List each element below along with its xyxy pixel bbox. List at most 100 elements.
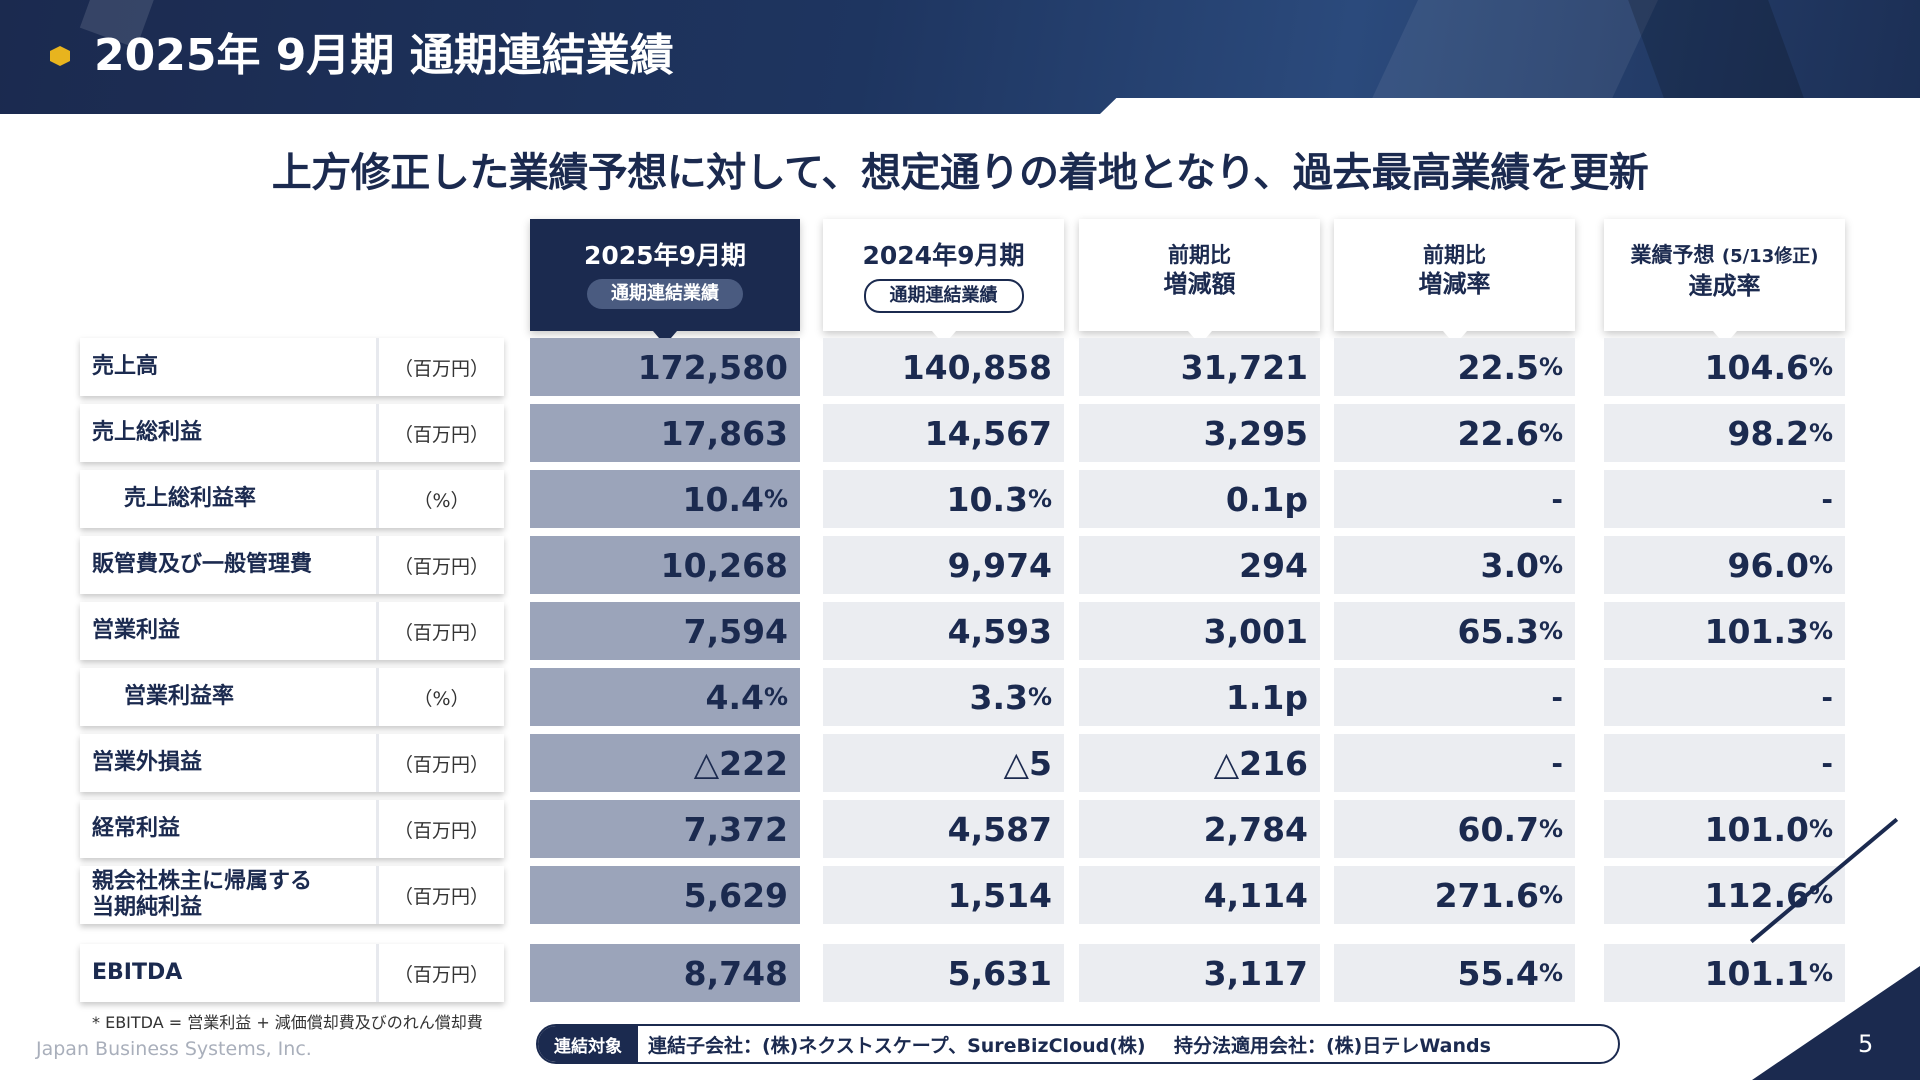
cell-yoy-amount: 0.1p: [1079, 470, 1320, 528]
percent-sign: %: [1808, 617, 1833, 645]
percent-sign: %: [1538, 353, 1563, 381]
cell-fy2024: 10.3%: [823, 470, 1064, 528]
cell-value: 60.7: [1457, 809, 1539, 849]
percent-sign: %: [1538, 959, 1563, 987]
cell-value: 3,117: [1203, 953, 1308, 993]
percent-sign: %: [1538, 419, 1563, 447]
cell-value: 96.0: [1727, 545, 1809, 585]
column-header-fy2024: 2024年9月期 通期連結業績: [823, 219, 1064, 345]
cell-yoy-amount: 1.1p: [1079, 668, 1320, 726]
row-unit: （百万円）: [393, 885, 489, 908]
cell-forecast-achievement: -: [1604, 668, 1845, 726]
column-header-label: 前期比: [1423, 243, 1486, 267]
cell-yoy-rate: 271.6%: [1334, 866, 1575, 924]
row-label-divider: [376, 944, 379, 1002]
row-label-divider: [376, 734, 379, 792]
cell-value: 4,587: [947, 809, 1052, 849]
percent-sign: %: [1538, 551, 1563, 579]
percent-sign: %: [1808, 353, 1833, 381]
column-header-label: 2024年9月期: [862, 241, 1025, 270]
cell-value: 101.1: [1704, 953, 1809, 993]
cell-value: 8,748: [683, 953, 788, 993]
cell-fy2025: 10.4%: [530, 470, 800, 528]
cell-fy2025: 7,372: [530, 800, 800, 858]
cell-yoy-amount: 4,114: [1079, 866, 1320, 924]
cell-fy2024: 4,593: [823, 602, 1064, 660]
percent-sign: %: [1027, 683, 1052, 711]
consolidated-subsidiaries: 連結子会社：(株)ネクストスケープ、SureBizCloud(株): [648, 1034, 1146, 1057]
cell-yoy-rate: 55.4%: [1334, 944, 1575, 1002]
row-unit: （百万円）: [393, 555, 489, 578]
cell-yoy-amount: 294: [1079, 536, 1320, 594]
row-unit: （百万円）: [393, 423, 489, 446]
row-label: 売上総利益率 （%）: [80, 470, 504, 528]
row-label: 経常利益 （百万円）: [80, 800, 504, 858]
row-label-divider: [376, 338, 379, 396]
cell-value: 14,567: [924, 413, 1052, 453]
cell-fy2025: 5,629: [530, 866, 800, 924]
cell-forecast-achievement: -: [1604, 734, 1845, 792]
cell-value: 3.0: [1480, 545, 1539, 585]
cell-value: 1.1p: [1225, 677, 1308, 717]
cell-yoy-amount: 3,295: [1079, 404, 1320, 462]
row-label-text: 親会社株主に帰属する当期純利益: [92, 869, 313, 920]
row-label-text: 営業外損益: [92, 750, 203, 775]
cell-value: 10.3: [946, 479, 1028, 519]
cell-value: 140,858: [901, 347, 1052, 387]
row-label: EBITDA （百万円）: [80, 944, 504, 1002]
row-unit: （百万円）: [393, 357, 489, 380]
cell-fy2024: △5: [823, 734, 1064, 792]
cell-fy2025: 4.4%: [530, 668, 800, 726]
column-header-note: (5/13修正): [1721, 246, 1819, 267]
headline: 上方修正した業績予想に対して、想定通りの着地となり、過去最高業績を更新: [271, 150, 1649, 196]
column-header-label: 業績予想: [1630, 243, 1722, 267]
cell-fy2024: 140,858: [823, 338, 1064, 396]
cell-value: 7,372: [683, 809, 788, 849]
row-label: 売上高 （百万円）: [80, 338, 504, 396]
row-label: 営業利益 （百万円）: [80, 602, 504, 660]
cell-value: 294: [1239, 545, 1308, 585]
cell-fy2025: 172,580: [530, 338, 800, 396]
cell-yoy-amount: 31,721: [1079, 338, 1320, 396]
percent-sign: %: [1808, 959, 1833, 987]
cell-value: 4.4: [705, 677, 764, 717]
percent-sign: %: [1808, 419, 1833, 447]
cell-value: △5: [1003, 743, 1052, 783]
banner-dots: · · · ·..............: [1200, 96, 1365, 110]
cell-value: 0.1p: [1225, 479, 1308, 519]
row-label-divider: [376, 800, 379, 858]
row-label-text: 営業利益率: [124, 684, 235, 709]
row-label-text: 売上高: [92, 354, 159, 379]
column-header-label: 増減率: [1418, 270, 1491, 298]
row-label: 売上総利益 （百万円）: [80, 404, 504, 462]
row-label-text: 売上総利益率: [124, 486, 257, 511]
column-header-label: 業績予想 (5/13修正): [1604, 241, 1845, 271]
percent-sign: %: [1027, 485, 1052, 513]
column-header-forecast-achievement: 業績予想 (5/13修正) 達成率: [1604, 219, 1845, 345]
row-label: 営業外損益 （百万円）: [80, 734, 504, 792]
row-label: 販管費及び一般管理費 （百万円）: [80, 536, 504, 594]
cell-value: 271.6: [1434, 875, 1539, 915]
row-label-divider: [376, 866, 379, 924]
row-label: 親会社株主に帰属する当期純利益 （百万円）: [80, 866, 504, 924]
cell-value: 98.2: [1727, 413, 1809, 453]
column-header-label: 増減額: [1163, 270, 1236, 298]
company-name: Japan Business Systems, Inc.: [36, 1038, 312, 1060]
cell-value: 1,514: [947, 875, 1052, 915]
cell-value: 101.3: [1704, 611, 1809, 651]
cell-value: 5,631: [947, 953, 1052, 993]
cell-yoy-amount: 3,001: [1079, 602, 1320, 660]
ebitda-footnote: * EBITDA = 営業利益 + 減価償却費及びのれん償却費: [92, 1013, 483, 1032]
cell-value: 4,593: [947, 611, 1052, 651]
cell-yoy-rate: 22.5%: [1334, 338, 1575, 396]
cell-value: 7,594: [683, 611, 788, 651]
cell-value: 9,974: [947, 545, 1052, 585]
cell-forecast-achievement: 98.2%: [1604, 404, 1845, 462]
cell-yoy-amount: 2,784: [1079, 800, 1320, 858]
banner-decoration: [1343, 0, 1677, 114]
cell-fy2025: 8,748: [530, 944, 800, 1002]
cell-yoy-rate: -: [1334, 668, 1575, 726]
cell-yoy-rate: -: [1334, 470, 1575, 528]
cell-value: 65.3: [1457, 611, 1539, 651]
cell-yoy-rate: 65.3%: [1334, 602, 1575, 660]
